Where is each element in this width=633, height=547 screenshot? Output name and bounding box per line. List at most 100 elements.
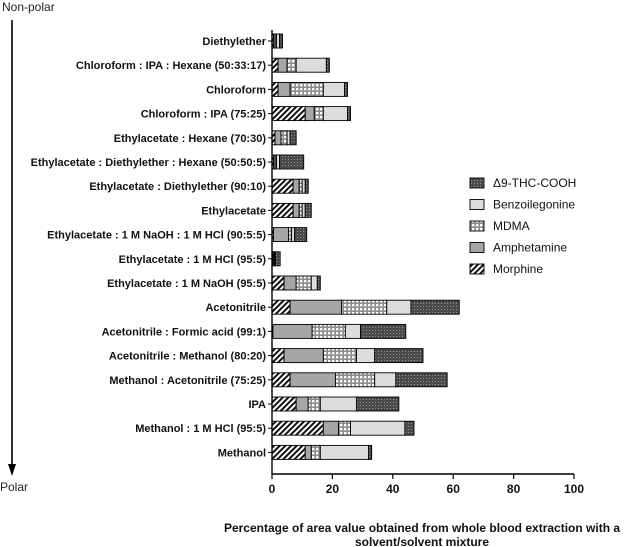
bar-segment-benzoilegonine xyxy=(276,33,280,49)
category-label: Chloroform xyxy=(206,84,266,96)
bar-segment-amphetamine xyxy=(322,420,339,436)
bar-segment-amphetamine xyxy=(272,323,313,339)
x-tick-label: 0 xyxy=(269,482,276,496)
bar-segment-amphetamine xyxy=(292,178,300,194)
x-tick-label: 20 xyxy=(326,482,340,496)
bar-segment-benzoilegonine xyxy=(301,178,306,194)
bar-segment-mdma xyxy=(280,130,288,146)
bar-segment-amphetamine xyxy=(283,348,324,364)
category-label: Ethylacetate : 1 M NaOH : 1 M HCl (90:5:… xyxy=(47,230,266,242)
category-label: IPA xyxy=(248,399,266,411)
bar-segment-mdma xyxy=(310,444,321,460)
category-label: Ethylacetate : Diethylether (90:10) xyxy=(89,181,266,193)
bar-segment-mdma xyxy=(295,275,312,291)
x-axis-label-line2: solvent/solvent mixture xyxy=(355,535,489,547)
bar-segment-mdma xyxy=(341,299,388,315)
legend-label-9-thc-cooh: Δ9-THC-COOH xyxy=(493,176,576,190)
bar-segment-amphetamine xyxy=(289,299,342,315)
category-label: Ethylacetate : Diethylether : Hexane (50… xyxy=(31,157,267,169)
bar-segment-mdma xyxy=(298,178,303,194)
legend-label-benzoilegonine: Benzoilegonine xyxy=(493,198,575,212)
bar-segment-mdma xyxy=(313,106,324,122)
bar-segment-mdma xyxy=(298,202,303,218)
legend-swatch-morphine xyxy=(469,263,485,275)
bar-segment-9-thc-cooh xyxy=(279,33,284,49)
bar-segment-benzoilegonine xyxy=(344,323,361,339)
category-label: Acetonitrile xyxy=(205,302,266,314)
category-label: Ethylacetate xyxy=(201,205,266,217)
legend-label-mdma: MDMA xyxy=(493,219,530,233)
bar-segment-9-thc-cooh xyxy=(294,227,308,243)
category-label: Methanol : Acetonitrile (75:25) xyxy=(109,375,266,387)
bar-segment-amphetamine xyxy=(277,81,291,97)
category-label: Ethylacetate : Hexane (70:30) xyxy=(114,133,267,145)
bar-segment-9-thc-cooh xyxy=(275,251,281,267)
bar-segment-morphine xyxy=(271,348,285,364)
bar-segment-benzoilegonine xyxy=(276,154,280,170)
category-label: Methanol xyxy=(218,447,266,459)
bar-segment-amphetamine xyxy=(273,227,290,243)
bar-segment-mdma xyxy=(307,396,321,412)
bar-segment-9-thc-cooh xyxy=(344,81,348,97)
category-label: Methanol : 1 M HCl (95:5) xyxy=(135,423,266,435)
bar-segment-amphetamine xyxy=(289,372,336,388)
bar-segment-9-thc-cooh xyxy=(304,178,309,194)
bar-segment-benzoilegonine xyxy=(301,202,306,218)
bar-segment-amphetamine xyxy=(295,396,309,412)
bar-segment-mdma xyxy=(286,57,297,73)
bar-segment-benzoilegonine xyxy=(322,81,345,97)
bar-segment-9-thc-cooh xyxy=(304,202,312,218)
bar-segment-9-thc-cooh xyxy=(395,372,448,388)
bar-segment-morphine xyxy=(271,202,294,218)
bar-segment-amphetamine xyxy=(274,130,282,146)
bar-segment-9-thc-cooh xyxy=(374,348,424,364)
x-tick-label: 60 xyxy=(447,482,461,496)
x-tick-label: 80 xyxy=(507,482,521,496)
bar-segment-morphine xyxy=(271,420,324,436)
bar-segment-morphine xyxy=(271,57,279,73)
bar-segment-mdma xyxy=(288,227,293,243)
bar-segment-9-thc-cooh xyxy=(279,154,305,170)
bar-segment-mdma xyxy=(289,81,324,97)
bar-segment-9-thc-cooh xyxy=(347,106,351,122)
legend-label-amphetamine: Amphetamine xyxy=(493,241,567,255)
bar-segment-mdma xyxy=(311,323,346,339)
bar-segment-amphetamine xyxy=(277,57,288,73)
bar-segment-9-thc-cooh xyxy=(368,444,373,460)
bar-segment-amphetamine xyxy=(292,202,300,218)
category-label: Chloroform : IPA (75:25) xyxy=(141,109,267,121)
polarity-top-label: Non-polar xyxy=(2,0,55,14)
category-label: Chloroform : IPA : Hexane (50:33:17) xyxy=(76,60,266,72)
x-tick-label: 100 xyxy=(564,482,584,496)
bar-segment-mdma xyxy=(337,420,351,436)
polarity-bottom-label: Polar xyxy=(0,480,29,494)
bar-segment-benzoilegonine xyxy=(319,444,370,460)
bar-segment-benzoilegonine xyxy=(291,227,296,243)
bar-segment-9-thc-cooh xyxy=(360,323,407,339)
bar-segment-morphine xyxy=(271,106,306,122)
category-label: Diethylether xyxy=(202,36,266,48)
bar-segment-benzoilegonine xyxy=(350,420,406,436)
bar-segment-amphetamine xyxy=(304,106,315,122)
bar-segment-9-thc-cooh xyxy=(289,130,297,146)
category-label: Ethylacetate : 1 M HCl (95:5) xyxy=(119,254,267,266)
bar-segment-benzoilegonine xyxy=(356,348,376,364)
legend-swatch-amphetamine xyxy=(469,242,485,253)
legend-swatch-9-thc-cooh xyxy=(469,177,485,189)
bar-segment-amphetamine xyxy=(283,275,297,291)
bar-segment-amphetamine xyxy=(304,444,312,460)
bar-segment-9-thc-cooh xyxy=(410,299,460,315)
bar-segment-9-thc-cooh xyxy=(356,396,400,412)
legend-swatch-benzoilegonine xyxy=(469,199,485,210)
polarity-arrow-head xyxy=(8,464,16,476)
bar-segment-morphine xyxy=(271,178,294,194)
bar-segment-morphine xyxy=(271,299,291,315)
bar-segment-benzoilegonine xyxy=(374,372,397,388)
x-tick-label: 40 xyxy=(386,482,400,496)
legend-swatch-mdma xyxy=(469,220,485,232)
legend-label-morphine: Morphine xyxy=(493,262,543,276)
bar-segment-9-thc-cooh xyxy=(404,420,415,436)
category-label: Ethylacetate : 1 M NaOH (95:5) xyxy=(107,278,266,290)
bar-segment-9-thc-cooh xyxy=(316,275,321,291)
